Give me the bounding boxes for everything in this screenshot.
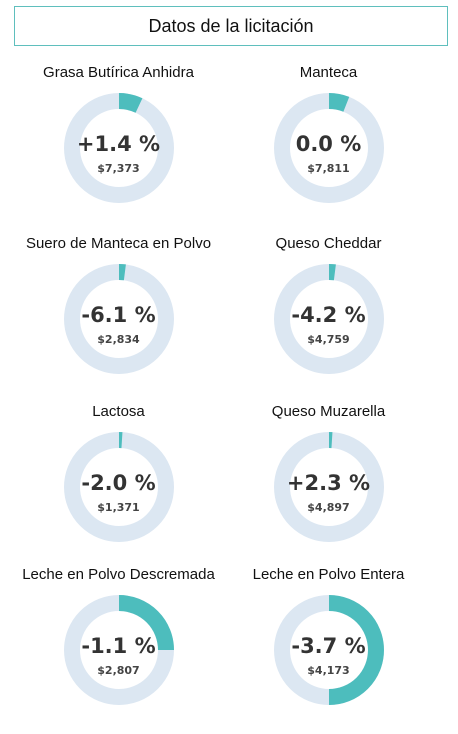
product-name: Leche en Polvo Entera bbox=[214, 566, 443, 583]
product-card-manteca: Manteca 0.0 % $7,811 bbox=[214, 64, 443, 232]
product-card-leche-entera: Leche en Polvo Entera -3.7 % $4,173 bbox=[214, 566, 443, 734]
product-name: Suero de Manteca en Polvo bbox=[4, 235, 233, 252]
product-card-grasa-butirica: Grasa Butírica Anhidra +1.4 % $7,373 bbox=[4, 64, 233, 232]
price-value: $4,897 bbox=[214, 501, 443, 514]
ring-fill bbox=[329, 101, 346, 104]
change-percent: +1.4 % bbox=[4, 132, 233, 156]
ring-fill bbox=[119, 101, 139, 105]
change-percent: -1.1 % bbox=[4, 634, 233, 658]
price-value: $7,373 bbox=[4, 162, 233, 175]
product-card-lactosa: Lactosa -2.0 % $1,371 bbox=[4, 403, 233, 571]
price-value: $1,371 bbox=[4, 501, 233, 514]
product-card-leche-descremada: Leche en Polvo Descremada -1.1 % $2,807 bbox=[4, 566, 233, 734]
change-percent: -4.2 % bbox=[214, 303, 443, 327]
change-percent: +2.3 % bbox=[214, 471, 443, 495]
change-percent: -3.7 % bbox=[214, 634, 443, 658]
price-value: $4,173 bbox=[214, 664, 443, 677]
product-card-queso-muzarella: Queso Muzarella +2.3 % $4,897 bbox=[214, 403, 443, 571]
product-name: Grasa Butírica Anhidra bbox=[4, 64, 233, 81]
product-card-queso-cheddar: Queso Cheddar -4.2 % $4,759 bbox=[214, 235, 443, 403]
change-percent: -2.0 % bbox=[4, 471, 233, 495]
product-name: Manteca bbox=[214, 64, 443, 81]
change-percent: 0.0 % bbox=[214, 132, 443, 156]
product-name: Leche en Polvo Descremada bbox=[4, 566, 233, 583]
product-name: Queso Muzarella bbox=[214, 403, 443, 420]
change-percent: -6.1 % bbox=[4, 303, 233, 327]
price-value: $4,759 bbox=[214, 333, 443, 346]
price-value: $2,807 bbox=[4, 664, 233, 677]
product-name: Lactosa bbox=[4, 403, 233, 420]
product-card-suero-manteca: Suero de Manteca en Polvo -6.1 % $2,834 bbox=[4, 235, 233, 403]
price-value: $7,811 bbox=[214, 162, 443, 175]
price-value: $2,834 bbox=[4, 333, 233, 346]
product-name: Queso Cheddar bbox=[214, 235, 443, 252]
page-title: Datos de la licitación bbox=[14, 6, 448, 46]
